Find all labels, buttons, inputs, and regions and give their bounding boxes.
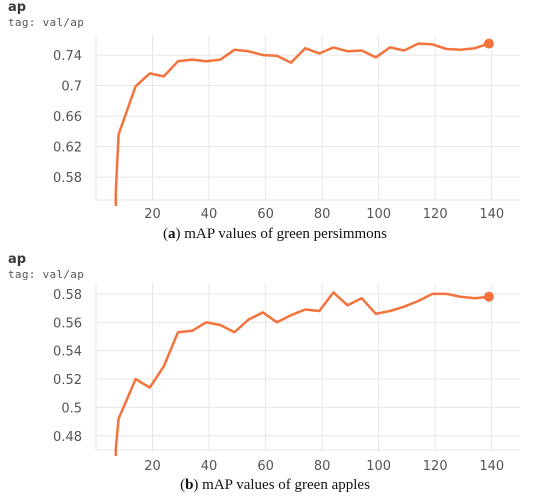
y-tick-label: 0.74 [53, 49, 82, 64]
last-point-marker [483, 38, 494, 49]
chart-caption: (b) mAP values of green apples [180, 477, 370, 493]
y-tick-label: 0.62 [53, 141, 82, 156]
y-tick-label: 0.7 [61, 80, 82, 95]
x-tick-label: 20 [144, 207, 161, 222]
caption-text: mAP values of green apples [202, 477, 370, 493]
x-tick-label: 140 [479, 207, 504, 222]
caption-text: mAP values of green persimmons [184, 226, 387, 242]
x-tick-label: 40 [201, 459, 218, 474]
chart-caption: (a) mAP values of green persimmons [163, 226, 387, 242]
y-tick-label: 0.52 [53, 373, 82, 388]
caption-label: a [168, 226, 176, 242]
chart-panel-b: ap tag: val/ap 0.48 0.5 0.52 0.54 0.56 0.58 20… [0, 248, 550, 501]
chart-title: ap [8, 0, 27, 15]
x-tick-label: 100 [366, 207, 391, 222]
x-tick-label: 80 [314, 459, 331, 474]
x-tick-label: 20 [144, 459, 161, 474]
y-tick-label: 0.58 [53, 171, 82, 186]
x-tick-label: 140 [479, 459, 504, 474]
line-chart-apples: 0.48 0.5 0.52 0.54 0.56 0.58 20 40 60 80 100 120 140 [53, 284, 520, 474]
series-line [114, 42, 490, 206]
caption-label: b [185, 477, 194, 493]
x-tick-label: 60 [257, 207, 274, 222]
y-tick-label: 0.54 [53, 345, 82, 360]
x-tick-label: 120 [423, 459, 448, 474]
x-tick-label: 60 [257, 459, 274, 474]
chart-subtitle: tag: val/ap [8, 268, 85, 281]
y-tick-label: 0.56 [53, 316, 82, 331]
y-tick-label: 0.58 [53, 288, 82, 303]
chart-subtitle: tag: val/ap [8, 16, 85, 29]
line-chart-persimmons: 0.58 0.62 0.66 0.7 0.74 20 40 60 80 100 120 140 [53, 36, 520, 222]
x-tick-label: 40 [201, 207, 218, 222]
x-tick-label: 80 [314, 207, 331, 222]
chart-panel-a: ap tag: val/ap 0.58 0.62 0.66 0.7 0.74 20 40 60… [0, 0, 550, 248]
y-tick-label: 0.5 [61, 401, 82, 416]
y-tick-label: 0.48 [53, 430, 82, 445]
last-point-marker [483, 291, 494, 302]
x-tick-label: 100 [366, 459, 391, 474]
series-line [114, 291, 490, 456]
chart-title: ap [8, 252, 27, 267]
x-tick-label: 120 [423, 207, 448, 222]
y-tick-label: 0.66 [53, 110, 82, 125]
